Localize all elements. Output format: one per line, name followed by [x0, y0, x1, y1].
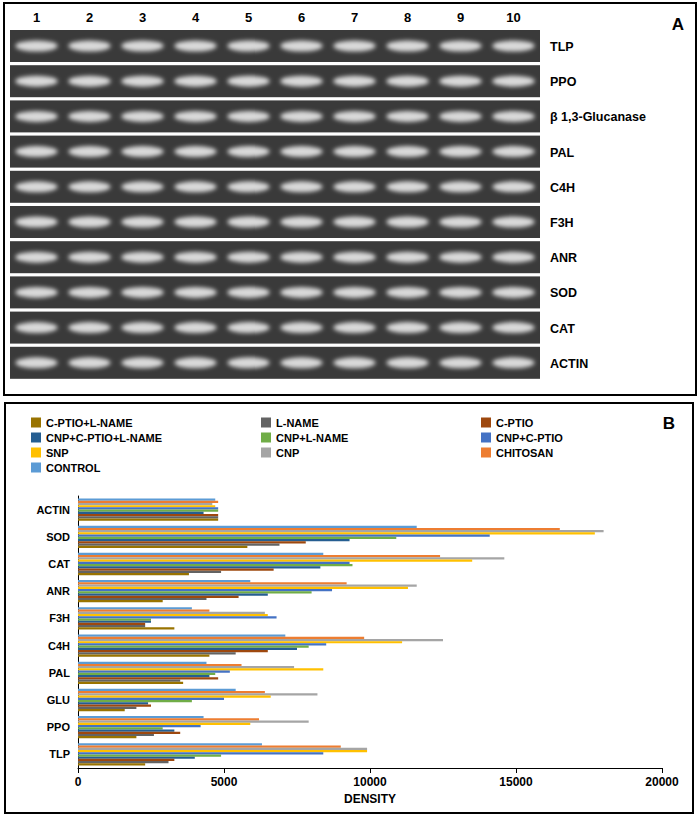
svg-text:SNP: SNP [46, 447, 69, 459]
svg-text:B: B [663, 414, 675, 433]
svg-text:CAT: CAT [550, 322, 575, 336]
svg-text:F3H: F3H [49, 612, 70, 624]
svg-text:CONTROL: CONTROL [46, 462, 101, 474]
svg-text:SOD: SOD [550, 286, 577, 300]
svg-text:ACTIN: ACTIN [550, 357, 588, 371]
svg-text:F3H: F3H [550, 216, 574, 230]
svg-text:TLP: TLP [49, 748, 70, 760]
svg-text:β 1,3-Glucanase: β 1,3-Glucanase [550, 110, 646, 124]
svg-text:CNP: CNP [276, 447, 299, 459]
svg-text:CAT: CAT [48, 558, 70, 570]
svg-text:TLP: TLP [550, 40, 574, 54]
svg-text:10000: 10000 [353, 775, 387, 789]
svg-text:CNP+L-NAME: CNP+L-NAME [276, 432, 348, 444]
svg-text:ACTIN: ACTIN [36, 504, 70, 516]
svg-text:ANR: ANR [550, 251, 577, 265]
svg-text:3: 3 [139, 10, 146, 25]
svg-text:PPO: PPO [550, 75, 577, 89]
svg-text:L-NAME: L-NAME [276, 417, 319, 429]
svg-text:20000: 20000 [645, 775, 679, 789]
svg-text:ANR: ANR [46, 585, 70, 597]
svg-text:PPO: PPO [47, 721, 71, 733]
svg-text:1: 1 [33, 10, 40, 25]
svg-text:5000: 5000 [211, 775, 238, 789]
svg-text:DENSITY: DENSITY [344, 792, 396, 806]
svg-text:C-PTIO: C-PTIO [496, 417, 534, 429]
svg-text:4: 4 [192, 10, 200, 25]
svg-text:C4H: C4H [550, 181, 575, 195]
svg-text:2: 2 [86, 10, 93, 25]
svg-text:5: 5 [245, 10, 252, 25]
svg-text:GLU: GLU [47, 694, 70, 706]
svg-text:PAL: PAL [550, 146, 574, 160]
svg-text:CHITOSAN: CHITOSAN [496, 447, 553, 459]
svg-text:8: 8 [404, 10, 411, 25]
svg-text:C4H: C4H [48, 640, 70, 652]
svg-text:15000: 15000 [499, 775, 533, 789]
svg-text:PAL: PAL [49, 667, 70, 679]
svg-text:CNP+C-PTIO: CNP+C-PTIO [496, 432, 563, 444]
svg-text:SOD: SOD [46, 531, 70, 543]
svg-text:C-PTIO+L-NAME: C-PTIO+L-NAME [46, 417, 132, 429]
svg-text:6: 6 [298, 10, 305, 25]
svg-text:CNP+C-PTIO+L-NAME: CNP+C-PTIO+L-NAME [46, 432, 162, 444]
svg-text:7: 7 [351, 10, 358, 25]
svg-text:A: A [672, 15, 684, 34]
svg-text:9: 9 [457, 10, 464, 25]
svg-text:0: 0 [75, 775, 82, 789]
svg-text:10: 10 [506, 10, 520, 25]
